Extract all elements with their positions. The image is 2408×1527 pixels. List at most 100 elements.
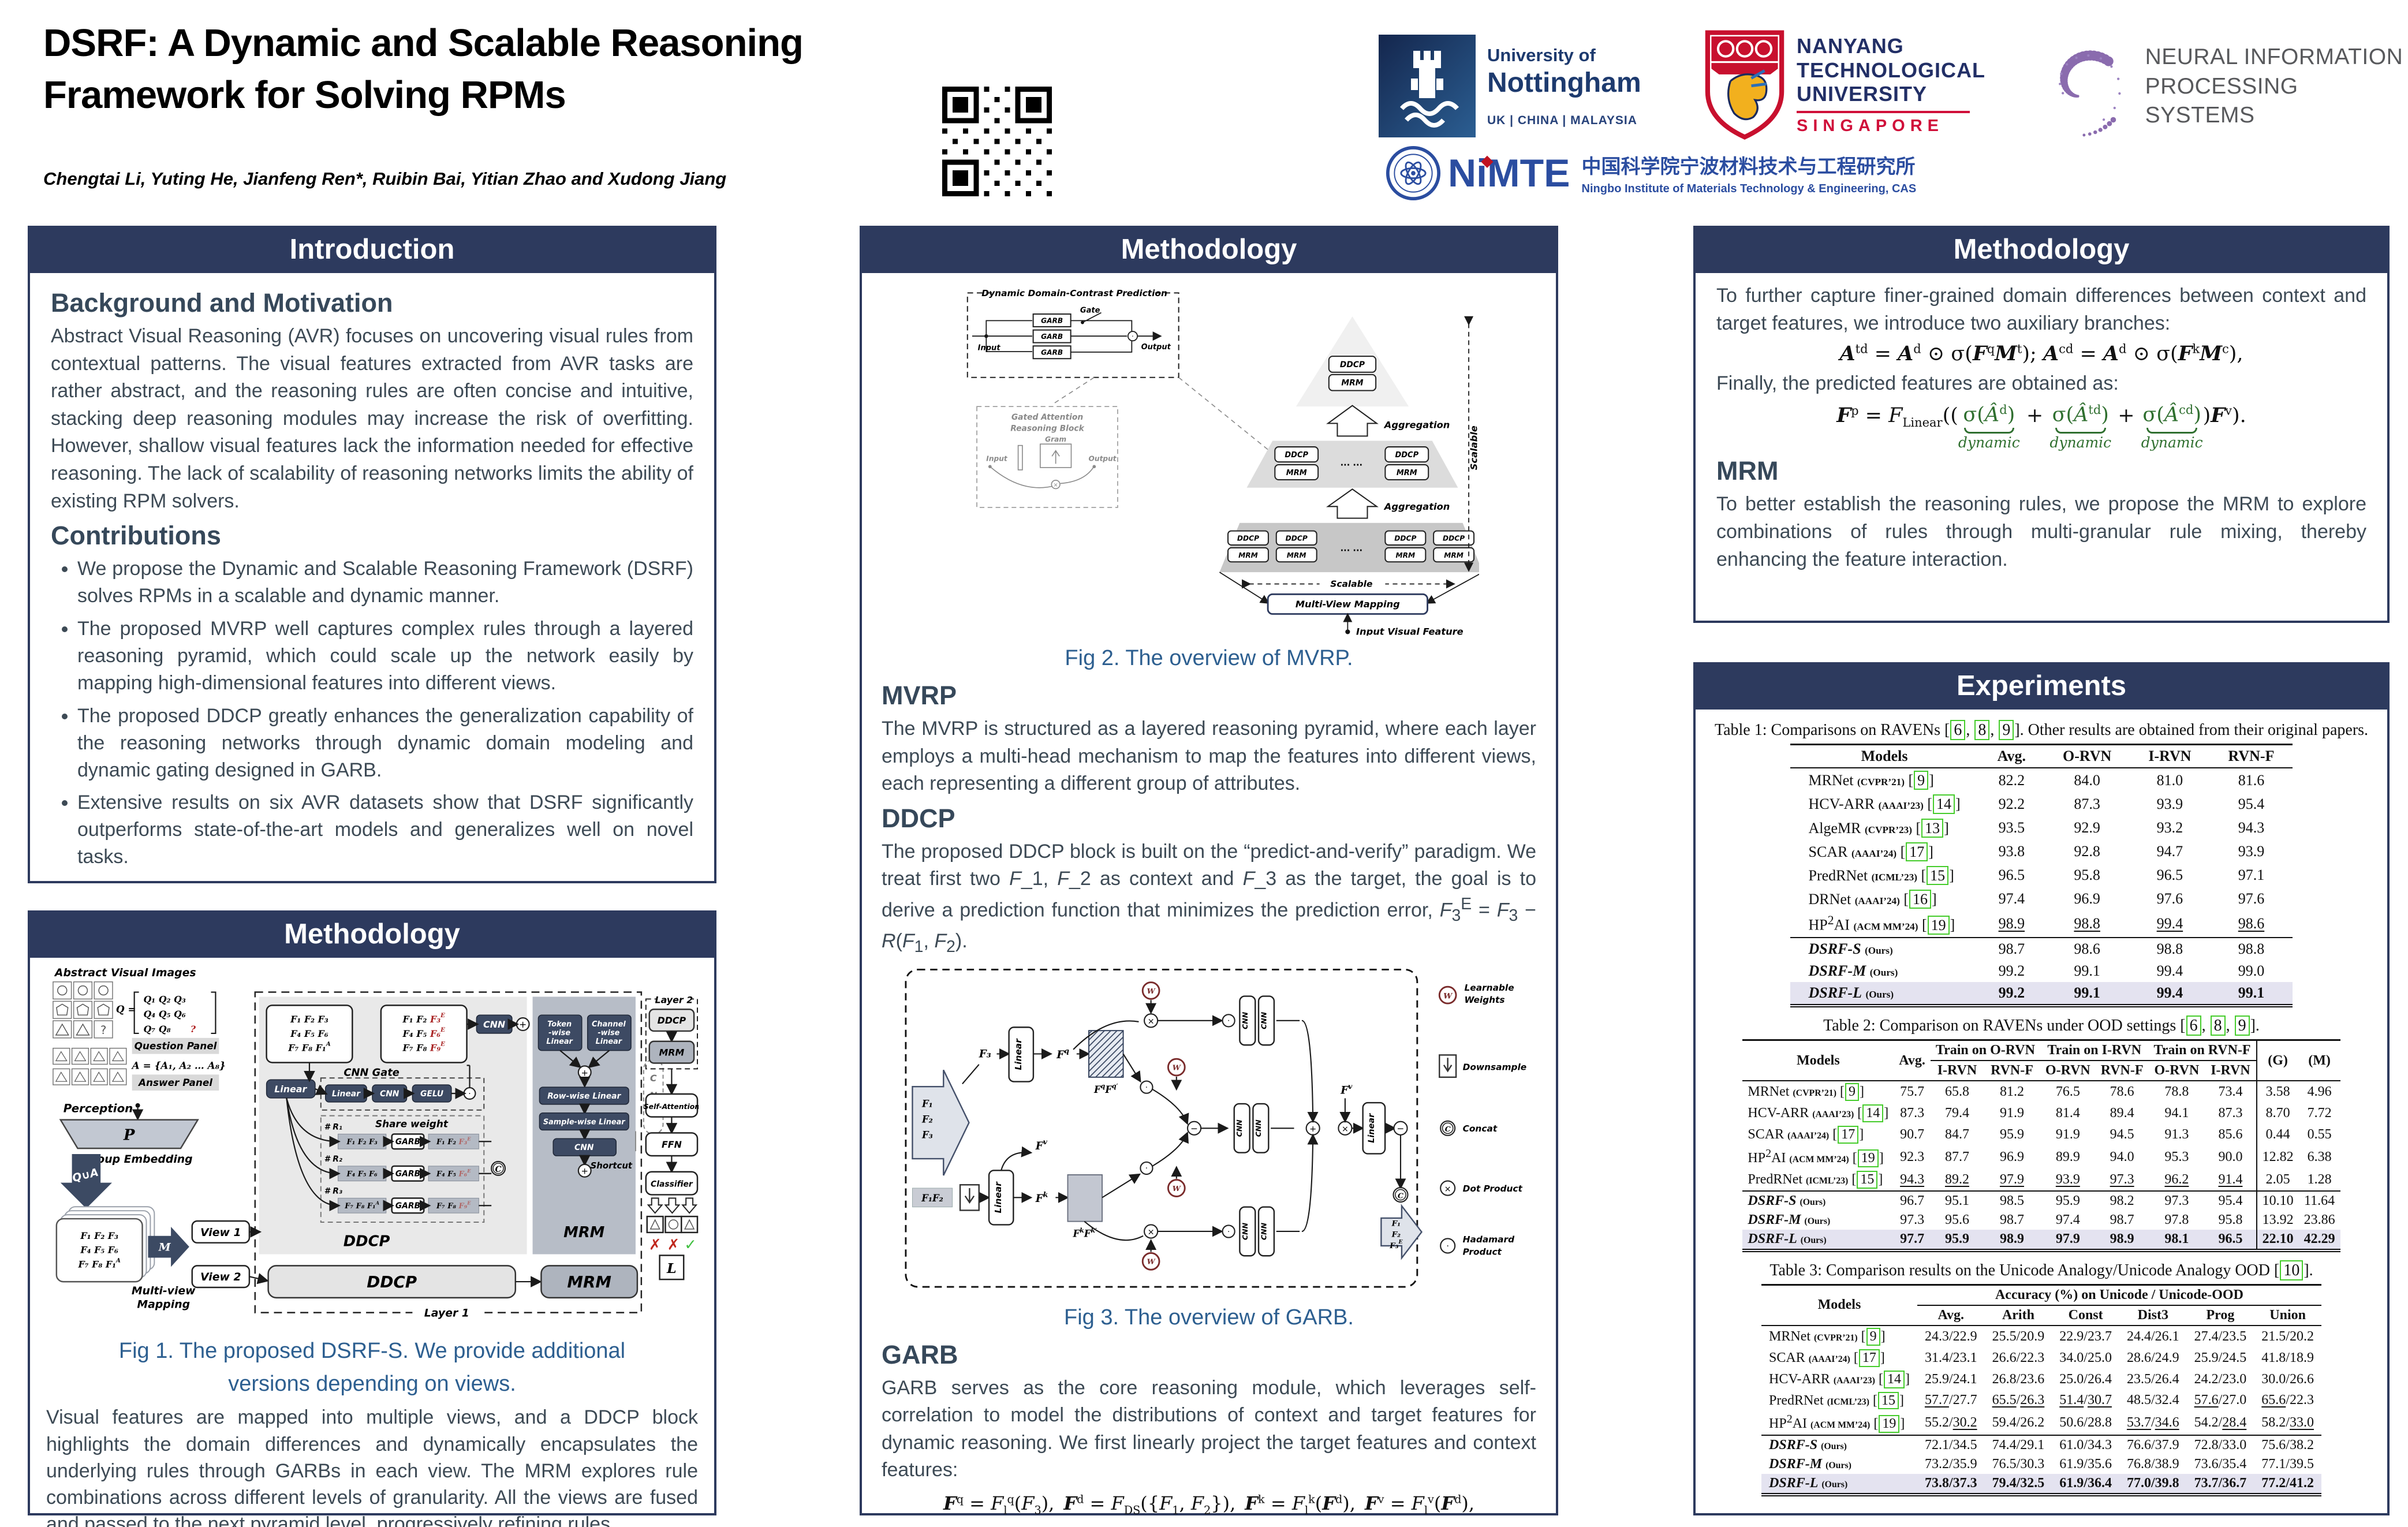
table-cell: 73.6/35.4 (2194, 1457, 2247, 1472)
fig2-mvrp-diagram: Dynamic Domain-Contrast Prediction Gate … (966, 288, 1483, 637)
table-cell: 78.8 (2164, 1084, 2189, 1100)
diagram-label: MRM (563, 1224, 604, 1241)
table-cell: 78.6 (2110, 1084, 2134, 1100)
diagram-label: DDCP (658, 1015, 686, 1026)
table-caption: Table 3: Comparison results on the Unico… (1706, 1260, 2377, 1280)
table-cell: 72.1/34.5 (1917, 1435, 1985, 1455)
table-cell: 10.10 (2256, 1190, 2299, 1211)
table-cell: HCV-ARR (AAAI’23) [14] (1790, 792, 1979, 816)
diagram-label: × (1444, 1185, 1451, 1194)
table-cell: 22.9/23.7 (2059, 1328, 2112, 1344)
diagram-label: View 1 (200, 1227, 241, 1239)
table-cell: 97.3 (2148, 1190, 2205, 1211)
garb-paragraph: GARB serves as the core reasoning module… (882, 1376, 1536, 1481)
table-cell: 25.0/26.4 (2059, 1371, 2112, 1387)
ddcp-heading: DDCP (882, 803, 955, 833)
diagram-label: CNN (380, 1089, 400, 1099)
diagram-label: Q₄ Q₅ Q₆ (144, 1009, 186, 1020)
table-cell: 11.64 (2298, 1190, 2340, 1211)
column-header: Train on I-RVN (2040, 1039, 2149, 1062)
table-cell: 98.6 (2044, 936, 2130, 960)
mrm-paragraph: To better establish the reasoning rules,… (1716, 493, 2366, 570)
table-cell: 99.2 (1978, 981, 2045, 1007)
table-cell: 31.4/23.1 (1924, 1350, 1977, 1365)
table-cell: 84.0 (2074, 771, 2100, 789)
table-cell: 95.6 (1944, 1212, 1969, 1227)
uon-logo: University of Nottingham UK | CHINA | MA… (1379, 35, 1641, 137)
table-cell: 93.2 (2156, 819, 2183, 837)
contribution-item: Extensive results on six AVR datasets sh… (77, 789, 693, 871)
table-cell: DRNet (AAAI’24) [16] (1790, 887, 1979, 911)
introduction-header: Introduction (30, 228, 714, 273)
table-cell: 93.9 (2055, 1171, 2080, 1187)
table-cell: 97.6 (2238, 890, 2265, 908)
gram-line: Then, we utilize the Gram matrix to deri… (882, 1525, 1536, 1527)
table-cell: 77.2/41.2 (2254, 1474, 2321, 1497)
table-cell: 98.8 (2130, 936, 2210, 960)
diagram-label: + (581, 1067, 588, 1078)
diagram-label: P (123, 1126, 135, 1144)
nimte-seal-icon (1386, 145, 1441, 201)
table-row: DSRF-S (Ours) 72.1/34.5 74.4/29.1 61.0/34.3… (1761, 1435, 2321, 1455)
table-cell: 87.7 (1944, 1149, 1969, 1164)
table-row: SCAR (AAAI’24) [17] 90.7 84.7 95.9 91.9 94.5 9… (1742, 1123, 2340, 1145)
diagram-label: Q = (116, 1003, 136, 1015)
table-row: PredRNet (ICML’23) [15] 57.7/27.7 65.5/26.… (1761, 1390, 2321, 1412)
ntu-name-1: NANYANG (1797, 34, 1904, 58)
table-cell: 91.4 (2218, 1171, 2243, 1187)
diagram-label: Row-wise Linear (547, 1092, 621, 1101)
table-cell: 99.1 (2074, 962, 2100, 979)
table-row: MRNet (CVPR’21) [9] 24.3/22.9 25.5/20.9 22.… (1761, 1326, 2321, 1347)
ntu-rule (1797, 110, 1970, 113)
diagram-label: F₄ F₅ F₆E (436, 1168, 471, 1179)
diagram-label: · (1132, 332, 1134, 340)
neurips-name-1: NEURAL INFORMATION (2145, 44, 2403, 69)
diagram-label: C (650, 1073, 657, 1084)
table-cell: 94.3 (1900, 1171, 1925, 1187)
ntu-singapore: SINGAPORE (1797, 116, 1944, 135)
diagram-label: ✗ (649, 1237, 662, 1254)
table-cell: 61.9/35.6 (2059, 1457, 2112, 1472)
title-line1: DSRF: A Dynamic and Scalable Reasoning (43, 21, 804, 65)
column-header: Dist3 (2119, 1305, 2187, 1326)
column-header: Models (1742, 1039, 1894, 1082)
diagram-label: F₇ F₈ F₁A (344, 1200, 379, 1211)
diagram-label: Fv (1035, 1137, 1047, 1152)
nimte-diamond-icon: ◆ (1481, 152, 1493, 169)
table-cell: 97.4 (1998, 890, 2025, 908)
mrm-heading: MRM (1716, 456, 1779, 486)
table-row: DSRF-L (Ours) 73.8/37.3 79.4/32.5 61.9/36.4… (1761, 1474, 2321, 1497)
experiments-header: Experiments (1696, 664, 2387, 710)
ntu-name-2: TECHNOLOGICAL (1797, 58, 1985, 82)
fig3-caption: Fig 3. The overview of GARB. (1064, 1305, 1354, 1330)
table-cell: 98.7 (2110, 1212, 2134, 1227)
diagram-label: Layer 2 (655, 994, 693, 1005)
table-cell: 77.0/39.8 (2119, 1474, 2187, 1497)
fig1-caption: Fig 1. The proposed DSRF-S. We provide a… (118, 1339, 626, 1397)
column-header: Arith (1984, 1305, 2052, 1326)
table-cell: 73.7/36.7 (2186, 1474, 2254, 1497)
diagram-label: ... ... (1340, 458, 1362, 468)
table-cell: 57.7/27.7 (1924, 1392, 1977, 1408)
table-cell: 21.5/20.2 (2261, 1328, 2314, 1344)
diagram-label: Answer Panel (137, 1077, 212, 1088)
table-cell: 91.9 (1999, 1105, 2024, 1121)
diagram-label: C (1398, 1191, 1403, 1200)
table-cell: 93.5 (1998, 819, 2025, 837)
table-row: DSRF-L (Ours) 99.2 99.1 99.4 99.1 (1790, 981, 2293, 1007)
diagram-label: GARB (395, 1170, 420, 1179)
table-cell: DSRF-M (Ours) (1748, 1212, 1831, 1227)
garb-heading: GARB (882, 1339, 958, 1369)
diagram-label: Hadamard (1462, 1234, 1515, 1245)
diagram-label: DDCP (1285, 451, 1308, 460)
table-cell: MRNet (CVPR’21) [9] (1742, 1081, 1894, 1103)
diagram-label: · (1227, 1017, 1229, 1026)
table-cell: 79.4 (1944, 1105, 1969, 1121)
table-cell: 77.1/39.5 (2261, 1457, 2314, 1472)
table-row: MRNet (CVPR’21) [9] 82.2 84.0 81.0 81.6 (1790, 768, 2293, 792)
nimte-english-name: Ningbo Institute of Materials Technology… (1581, 182, 1917, 195)
diagram-label: Linear (993, 1181, 1003, 1214)
diagram-label: Aggregation (1383, 501, 1450, 512)
table-cell: 95.1 (1930, 1190, 1984, 1211)
table-cell: DSRF-L (Ours) (1742, 1229, 1894, 1252)
